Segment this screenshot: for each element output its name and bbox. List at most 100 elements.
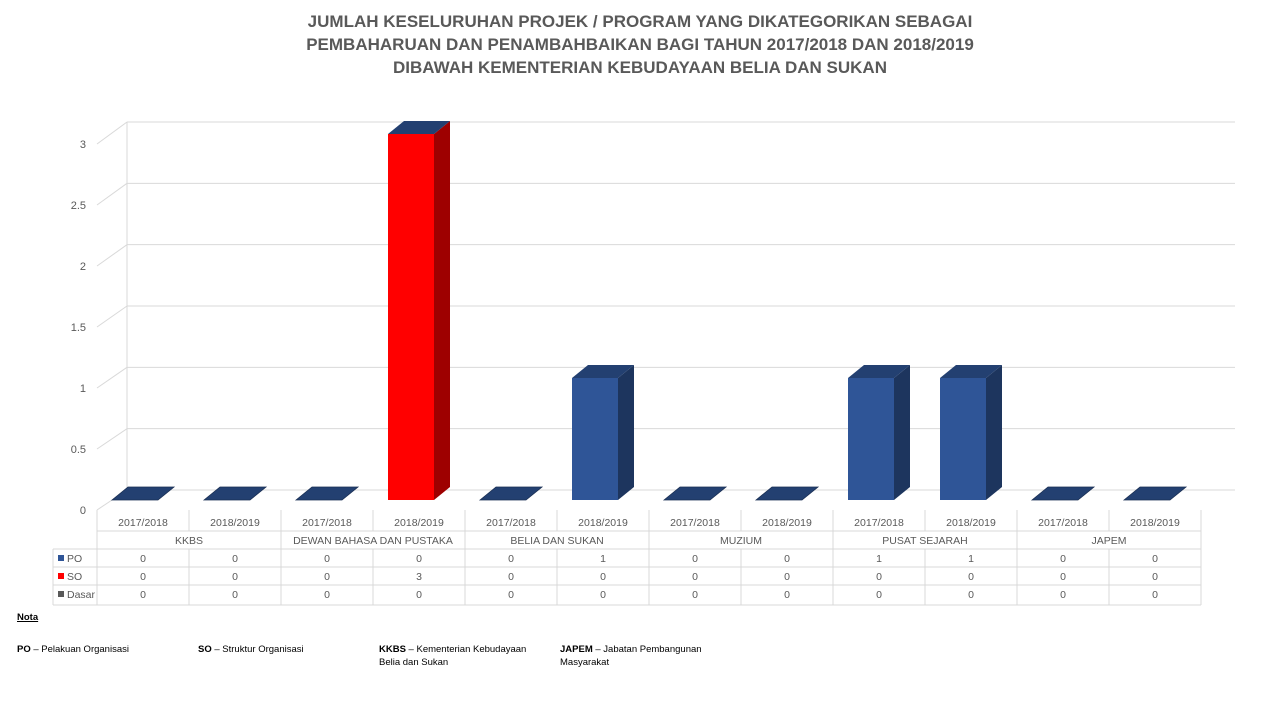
data-label-dasar-7: 0 <box>784 589 790 601</box>
bar-zero-cap-1 <box>202 486 268 501</box>
data-label-so-5: 0 <box>600 571 606 583</box>
data-label-dasar-9: 0 <box>968 589 974 601</box>
data-label-so-9: 0 <box>968 571 974 583</box>
bar-so-3 <box>388 121 450 500</box>
data-label-dasar-3: 0 <box>416 589 422 601</box>
legend-key-po <box>58 555 64 561</box>
data-label-so-10: 0 <box>1060 571 1066 583</box>
bar-front-so-3 <box>388 134 434 500</box>
gridline-depth-1 <box>96 428 128 450</box>
gridline-depth-5 <box>96 182 128 206</box>
x-tick-label-4: 2017/2018 <box>486 517 536 529</box>
y-tick-label-1: 0.5 <box>71 444 86 456</box>
y-tick-label-2: 1 <box>80 383 86 395</box>
data-label-so-7: 0 <box>784 571 790 583</box>
bar-side-po-9 <box>986 365 1002 500</box>
data-label-so-3: 3 <box>416 571 422 583</box>
group-label-0: KKBS <box>175 535 203 547</box>
bar-top-po-5 <box>572 365 634 378</box>
bars <box>110 121 1188 501</box>
bar-zero-cap-6 <box>662 486 728 501</box>
data-label-po-7: 0 <box>784 553 790 565</box>
data-label-so-1: 0 <box>232 571 238 583</box>
data-label-po-5: 1 <box>600 553 606 565</box>
bar-zero-cap-2 <box>294 486 360 501</box>
y-tick-label-3: 1.5 <box>71 322 86 334</box>
data-label-dasar-10: 0 <box>1060 589 1066 601</box>
bar-side-po-5 <box>618 365 634 500</box>
legend-label-so: SO <box>67 571 82 583</box>
data-label-dasar-8: 0 <box>876 589 882 601</box>
data-label-po-9: 1 <box>968 553 974 565</box>
group-label-1: DEWAN BAHASA DAN PUSTAKA <box>293 535 453 547</box>
chart-title-line-2: PEMBAHARUAN DAN PENAMBAHBAIKAN BAGI TAHU… <box>306 35 974 54</box>
legend-label-po: PO <box>67 553 82 565</box>
x-tick-label-0: 2017/2018 <box>118 517 168 529</box>
group-label-3: MUZIUM <box>720 535 762 547</box>
bar-po-5 <box>572 365 634 500</box>
x-tick-label-2: 2017/2018 <box>302 517 352 529</box>
bar-front-po-8 <box>848 378 894 500</box>
group-label-4: PUSAT SEJARAH <box>882 535 967 547</box>
bar-zero-cap-11 <box>1122 486 1188 501</box>
x-tick-label-9: 2018/2019 <box>946 517 996 529</box>
data-label-po-4: 0 <box>508 553 514 565</box>
bar-top-po-9 <box>940 365 1002 378</box>
data-label-po-6: 0 <box>692 553 698 565</box>
data-label-dasar-6: 0 <box>692 589 698 601</box>
data-label-po-10: 0 <box>1060 553 1066 565</box>
data-label-so-11: 0 <box>1152 571 1158 583</box>
bar-side-so-3 <box>434 121 450 500</box>
data-label-po-11: 0 <box>1152 553 1158 565</box>
gridline-depth-2 <box>96 366 128 389</box>
data-label-so-6: 0 <box>692 571 698 583</box>
bar-zero-cap-4 <box>478 486 544 501</box>
bar-zero-cap-0 <box>110 486 176 501</box>
chart-title-line-3: DIBAWAH KEMENTERIAN KEBUDAYAAN BELIA DAN… <box>393 58 887 77</box>
data-label-dasar-5: 0 <box>600 589 606 601</box>
bar-po-9 <box>940 365 1002 500</box>
y-tick-label-0: 0 <box>80 505 86 517</box>
y-tick-label-4: 2 <box>80 261 86 273</box>
x-tick-label-5: 2018/2019 <box>578 517 628 529</box>
bar-side-po-8 <box>894 365 910 500</box>
y-tick-label-6: 3 <box>80 139 86 151</box>
legend-label-dasar: Dasar <box>67 589 96 601</box>
data-label-dasar-0: 0 <box>140 589 146 601</box>
x-tick-label-6: 2017/2018 <box>670 517 720 529</box>
gridline-depth-4 <box>96 244 128 267</box>
gridlines <box>96 121 1235 511</box>
data-label-dasar-11: 0 <box>1152 589 1158 601</box>
bar-po-8 <box>848 365 910 500</box>
bar-front-po-5 <box>572 378 618 500</box>
bar-top-so-3 <box>388 121 450 134</box>
data-label-po-1: 0 <box>232 553 238 565</box>
group-label-2: BELIA DAN SUKAN <box>510 535 603 547</box>
data-label-po-0: 0 <box>140 553 146 565</box>
data-label-so-4: 0 <box>508 571 514 583</box>
bar-zero-cap-7 <box>754 486 820 501</box>
data-label-so-2: 0 <box>324 571 330 583</box>
x-tick-label-10: 2017/2018 <box>1038 517 1088 529</box>
data-label-dasar-2: 0 <box>324 589 330 601</box>
data-table: 2017/2018 2018/2019 2017/2018 2018/2019 2017… <box>52 510 1202 606</box>
data-label-po-3: 0 <box>416 553 422 565</box>
x-tick-label-1: 2018/2019 <box>210 517 260 529</box>
chart-title-line-1: JUMLAH KESELURUHAN PROJEK / PROGRAM YANG… <box>307 12 973 31</box>
data-label-dasar-4: 0 <box>508 589 514 601</box>
bar-front-po-9 <box>940 378 986 500</box>
x-tick-label-3: 2018/2019 <box>394 517 444 529</box>
y-tick-label-5: 2.5 <box>71 200 86 212</box>
legend-key-dasar <box>58 591 64 597</box>
bar-zero-cap-10 <box>1030 486 1096 501</box>
data-label-po-2: 0 <box>324 553 330 565</box>
bar-top-po-8 <box>848 365 910 378</box>
gridline-depth-6 <box>96 121 128 145</box>
group-label-5: JAPEM <box>1091 535 1126 547</box>
gridline-depth-3 <box>96 305 128 328</box>
x-tick-label-7: 2018/2019 <box>762 517 812 529</box>
y-axis-ticks: 0 0.5 1 1.5 2 2.5 3 <box>71 139 86 517</box>
x-tick-label-11: 2018/2019 <box>1130 517 1180 529</box>
chart-title: JUMLAH KESELURUHAN PROJEK / PROGRAM YANG… <box>0 10 1280 79</box>
